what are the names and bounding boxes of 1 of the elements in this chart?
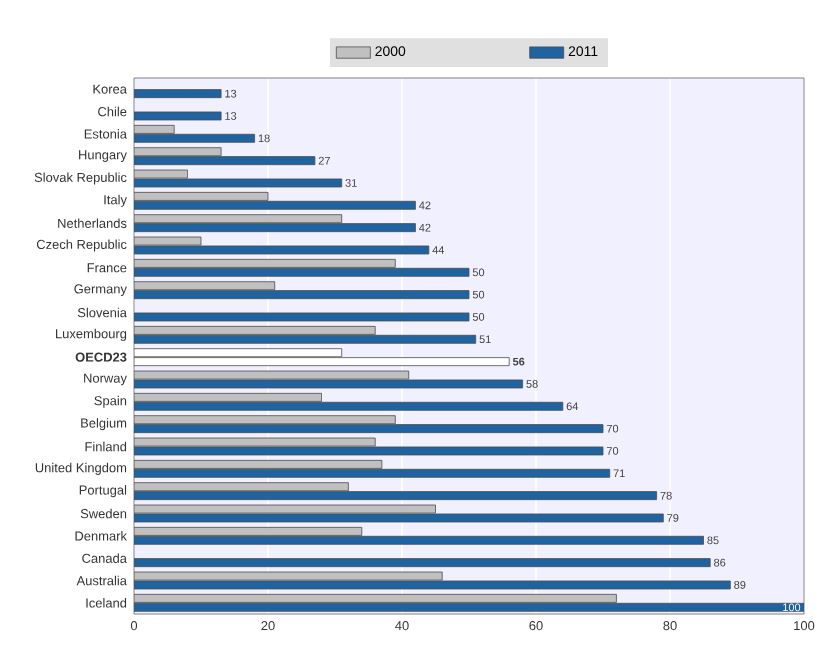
bar xyxy=(134,602,805,612)
